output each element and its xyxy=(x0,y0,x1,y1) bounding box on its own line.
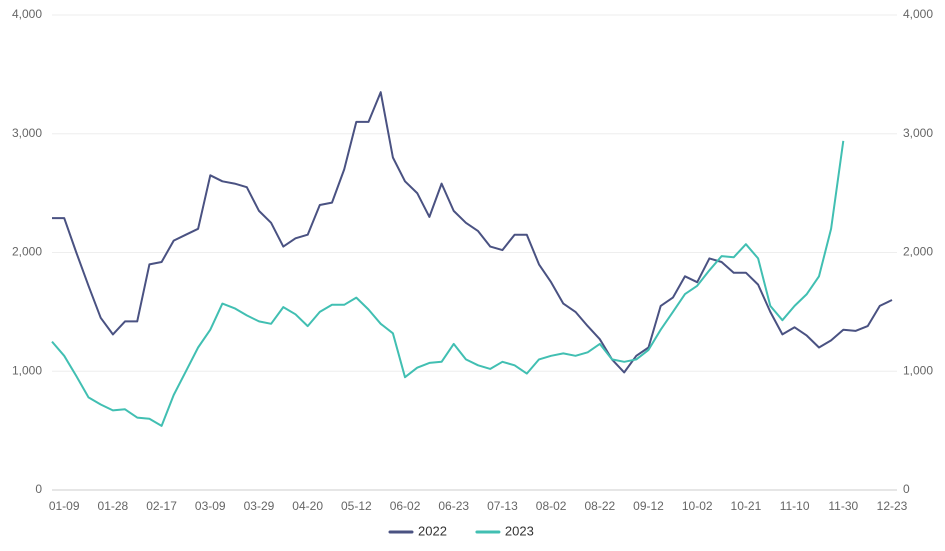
x-tick-label: 02-17 xyxy=(146,499,177,513)
y-tick-label: 4,000 xyxy=(12,7,42,21)
y-tick-label: 2,000 xyxy=(12,245,42,259)
y-tick-label: 1,000 xyxy=(12,363,42,377)
x-tick-label: 05-12 xyxy=(341,499,372,513)
x-tick-label: 11-10 xyxy=(780,499,810,513)
x-tick-label: 10-02 xyxy=(682,499,713,513)
x-tick-label: 03-29 xyxy=(244,499,275,513)
x-tick-label: 01-09 xyxy=(49,499,80,513)
x-tick-label: 01-28 xyxy=(98,499,129,513)
x-tick-label: 06-23 xyxy=(438,499,469,513)
y2-tick-label: 4,000 xyxy=(903,7,933,21)
y2-tick-label: 2,000 xyxy=(903,245,933,259)
y-tick-label: 0 xyxy=(35,482,42,496)
legend-label: 2022 xyxy=(418,523,447,538)
x-tick-label: 09-12 xyxy=(633,499,664,513)
y-tick-label: 3,000 xyxy=(12,126,42,140)
series-line xyxy=(52,91,893,374)
x-tick-label: 08-22 xyxy=(584,499,615,513)
x-tick-label: 07-13 xyxy=(487,499,518,513)
x-tick-label: 12-23 xyxy=(877,499,908,513)
x-tick-label: 08-02 xyxy=(536,499,567,513)
legend-label: 2023 xyxy=(505,523,534,538)
x-tick-label: 06-02 xyxy=(390,499,421,513)
y2-tick-label: 1,000 xyxy=(903,363,933,377)
series-line xyxy=(51,140,845,427)
x-tick-label: 03-09 xyxy=(195,499,226,513)
x-tick-label: 04-20 xyxy=(292,499,323,513)
x-tick-label: 10-21 xyxy=(731,499,762,513)
y2-tick-label: 3,000 xyxy=(903,126,933,140)
y2-tick-label: 0 xyxy=(903,482,910,496)
x-tick-label: 11-30 xyxy=(828,499,858,513)
